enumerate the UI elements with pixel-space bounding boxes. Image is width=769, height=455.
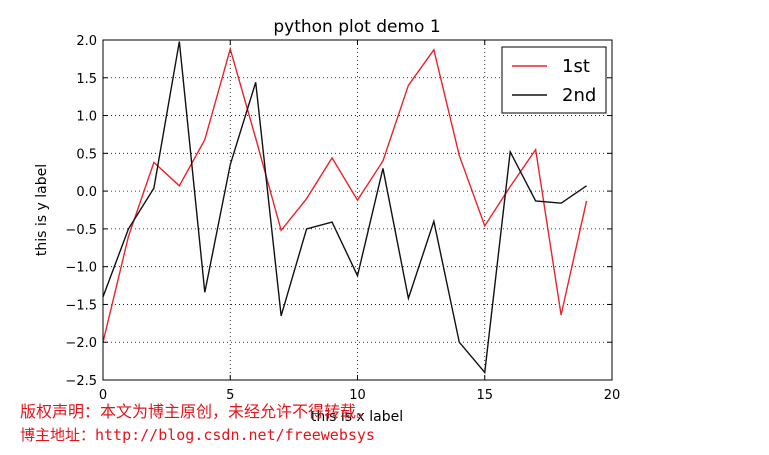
- copyright-notice: 版权声明：本文为博主原创，未经允许不得转载。: [20, 402, 373, 421]
- y-tick-label: −1.5: [65, 298, 97, 313]
- x-tick-label: 5: [226, 388, 234, 403]
- y-tick-label: −1.0: [65, 261, 97, 276]
- x-tick-label: 0: [99, 388, 107, 403]
- y-tick-label: −0.5: [65, 223, 97, 238]
- y-tick-label: 1.5: [76, 72, 97, 87]
- blog-address: 博主地址：http://blog.csdn.net/freewebsys: [20, 426, 375, 444]
- y-tick-label: 0.5: [76, 147, 97, 162]
- y-tick-label: −2.5: [65, 374, 97, 389]
- axis-ticks: [102, 39, 613, 381]
- legend-label: 1st: [562, 56, 590, 77]
- x-axis-label: this is x label: [311, 409, 403, 425]
- y-tick-label: −2.0: [65, 336, 97, 351]
- x-tick-labels: 0 5 10 15 20: [99, 388, 620, 403]
- x-tick-label: 15: [476, 388, 493, 403]
- y-tick-label: 1.0: [76, 110, 97, 125]
- chart-title: python plot demo 1: [273, 17, 440, 37]
- y-tick-label: 2.0: [76, 34, 97, 49]
- y-tick-labels: −2.5 −2.0 −1.5 −1.0 −0.5 0.0 0.5 1.0 1.5 2.0: [65, 34, 97, 389]
- x-tick-label: 20: [604, 388, 621, 403]
- y-tick-label: 0.0: [76, 185, 97, 200]
- legend-label: 2nd: [562, 85, 596, 106]
- x-tick-label: 10: [349, 388, 366, 403]
- series-lines: [102, 41, 588, 375]
- series-line-2: [102, 41, 587, 375]
- legend-box: [501, 46, 607, 114]
- y-axis-label: this is y label: [34, 164, 50, 256]
